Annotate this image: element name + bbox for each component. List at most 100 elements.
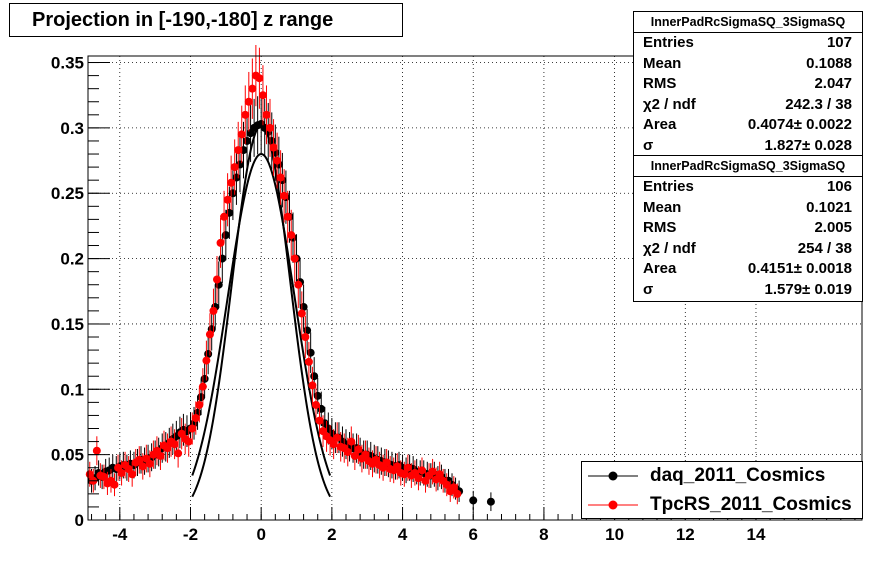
data-point — [308, 381, 317, 390]
legend-label: daq_2011_Cosmics — [650, 465, 826, 486]
data-point — [145, 459, 154, 468]
data-point — [200, 374, 209, 383]
data-point — [347, 437, 356, 446]
stats-label: σ — [643, 136, 654, 154]
x-tick-label: -2 — [183, 525, 198, 544]
legend-marker-tpcrs — [588, 500, 638, 510]
data-point — [92, 446, 101, 455]
stats-label: χ2 / ndf — [643, 239, 696, 257]
stats-value: 107 — [826, 34, 852, 51]
stats-value: 0.4074± 0.0022 — [747, 116, 852, 134]
data-point — [188, 424, 197, 433]
stats-label: Mean — [643, 198, 682, 216]
x-tick-label: 4 — [398, 525, 408, 544]
stats-value: 0.4151± 0.0018 — [747, 260, 852, 278]
data-point — [220, 212, 229, 221]
data-point — [170, 440, 179, 449]
data-point — [449, 483, 458, 492]
stats-row-area: Area 0.4151± 0.0018 — [634, 259, 862, 280]
data-point — [191, 414, 200, 423]
data-point — [209, 306, 218, 315]
legend: daq_2011_Cosmics TpcRS_2011_Cosmics — [581, 461, 863, 519]
data-point — [442, 480, 451, 489]
data-point — [128, 470, 137, 479]
data-point — [269, 143, 278, 152]
data-point — [156, 451, 165, 460]
stats-row-chi2: χ2 / ndf 242.3 / 38 — [634, 95, 862, 116]
data-point — [469, 496, 478, 505]
stats-row-chi2: χ2 / ndf 254 / 38 — [634, 239, 862, 260]
stats-title: InnerPadRcSigmaSQ_3SigmaSQ — [634, 12, 862, 33]
data-point — [243, 136, 252, 145]
x-tick-label: -4 — [112, 525, 128, 544]
stats-label: Area — [643, 116, 677, 134]
data-point — [435, 470, 444, 479]
data-point — [218, 254, 227, 263]
x-tick-label: 10 — [605, 525, 624, 544]
x-tick-label: 6 — [468, 525, 477, 544]
fit-curve — [191, 153, 332, 476]
data-point — [99, 472, 108, 481]
stats-value: 1.827± 0.028 — [764, 136, 852, 154]
data-point — [262, 110, 271, 119]
data-point — [417, 466, 426, 475]
x-tick-label: 2 — [327, 525, 336, 544]
stats-value: 0.1021 — [806, 198, 852, 216]
data-point — [287, 231, 296, 240]
stats-row-rms: RMS 2.005 — [634, 218, 862, 239]
data-point — [301, 333, 310, 342]
data-point — [354, 445, 363, 454]
data-point — [216, 238, 225, 247]
data-point — [400, 470, 409, 479]
data-point — [393, 462, 402, 471]
stats-row-mean: Mean 0.1021 — [634, 198, 862, 219]
stats-row-sigma: σ 1.827± 0.028 — [634, 136, 862, 157]
data-point — [202, 356, 211, 365]
data-point — [414, 474, 423, 483]
data-point — [241, 110, 250, 119]
data-point — [138, 462, 147, 471]
axes: -4 -2 0 2 4 6 8 10 12 14 0 0.05 0.1 0.15 0.2 0.25 0.3 0.3… — [51, 54, 856, 544]
data-points — [85, 45, 495, 512]
data-point — [197, 393, 206, 402]
stats-value: 254 / 38 — [797, 239, 852, 257]
data-point — [403, 463, 412, 472]
y-tick-label: 0 — [75, 511, 84, 530]
stats-box-tpcrs: InnerPadRcSigmaSQ_3SigmaSQ Entries 106 Me… — [633, 155, 863, 302]
stats-row-sigma: σ 1.579± 0.019 — [634, 280, 862, 301]
stats-value: 242.3 / 38 — [785, 95, 852, 113]
x-tick-label: 14 — [747, 525, 766, 544]
data-point — [486, 497, 495, 506]
data-point — [266, 123, 275, 132]
stats-value: 2.005 — [814, 219, 852, 237]
x-tick-label: 8 — [539, 525, 548, 544]
data-point — [283, 212, 292, 221]
stats-label: Mean — [643, 54, 682, 72]
data-point — [198, 382, 207, 391]
data-point — [311, 400, 320, 409]
data-point — [230, 163, 239, 172]
stats-label: Entries — [643, 34, 694, 51]
data-point — [329, 440, 338, 449]
data-point — [227, 178, 236, 187]
series-daq — [87, 94, 495, 512]
series-tpcrs — [85, 45, 462, 505]
legend-label: TpcRS_2011_Cosmics — [650, 494, 852, 515]
stats-row-entries: Entries 107 — [634, 33, 862, 54]
data-point — [255, 74, 264, 83]
stats-label: Entries — [643, 178, 694, 195]
stats-row-rms: RMS 2.047 — [634, 74, 862, 95]
legend-entry-daq: daq_2011_Cosmics — [582, 462, 862, 490]
stats-row-entries: Entries 106 — [634, 177, 862, 198]
stats-label: Area — [643, 260, 677, 278]
stats-label: χ2 / ndf — [643, 95, 696, 113]
data-point — [333, 433, 342, 442]
stats-label: RMS — [643, 75, 677, 93]
data-point — [163, 444, 172, 453]
data-point — [110, 480, 119, 489]
stats-label: RMS — [643, 219, 677, 237]
data-point — [213, 275, 221, 284]
data-point — [453, 489, 462, 498]
stats-box-daq: InnerPadRcSigmaSQ_3SigmaSQ Entries 107 Me… — [633, 11, 863, 158]
